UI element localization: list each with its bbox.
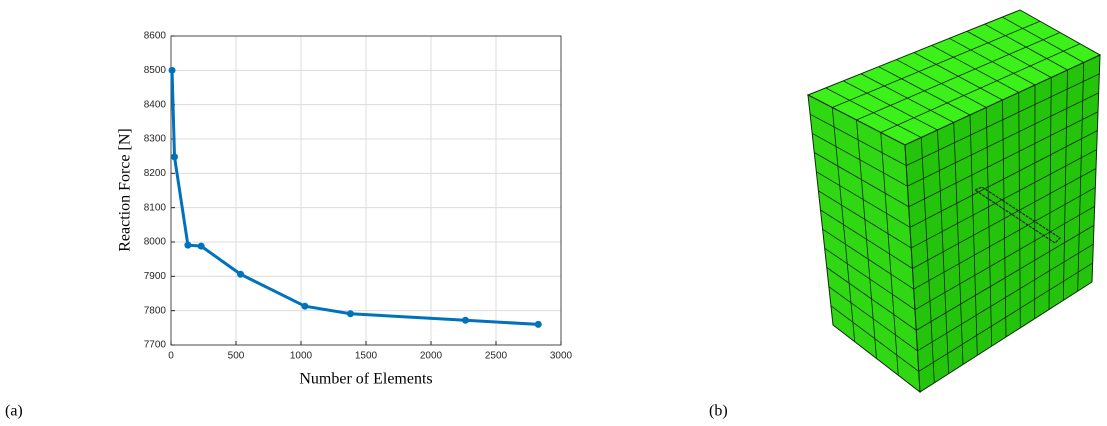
x-tick-label: 500 [228,351,245,362]
mesh-model [808,10,1100,392]
data-point [184,242,191,249]
x-tick-label: 0 [168,351,174,362]
y-tick-label: 7900 [144,271,167,282]
y-tick-label: 8200 [144,168,167,179]
x-tick-label: 1500 [355,351,378,362]
y-tick-label: 8000 [144,237,167,248]
y-tick-label: 8500 [144,65,167,76]
x-tick-label: 2500 [485,351,508,362]
page: {"chart_data": {"type": "line", "xlabel"… [0,0,1107,426]
data-point [535,321,542,328]
data-point [169,67,176,74]
panel-label: (b) [709,403,728,420]
data-point [237,271,244,278]
y-tick-label: 8600 [144,31,167,42]
panel-label: (a) [5,403,23,420]
y-tick-label: 7700 [144,340,167,351]
x-tick-label: 1000 [290,351,313,362]
x-axis-label: Number of Elements [299,371,432,388]
x-tick-label: 2000 [420,351,443,362]
data-point [462,317,469,324]
y-tick-label: 8400 [144,99,167,110]
y-tick-label: 7800 [144,305,167,316]
y-tick-label: 8300 [144,134,167,145]
data-point [347,310,354,317]
y-axis-label: Reaction Force [N] [117,128,134,252]
y-tick-label: 8100 [144,202,167,213]
x-tick-label: 3000 [550,351,573,362]
data-point [198,243,205,250]
data-point [171,153,178,160]
figure: Number of Elements Reaction Force [N] (a… [0,0,1107,426]
data-point [301,303,308,310]
